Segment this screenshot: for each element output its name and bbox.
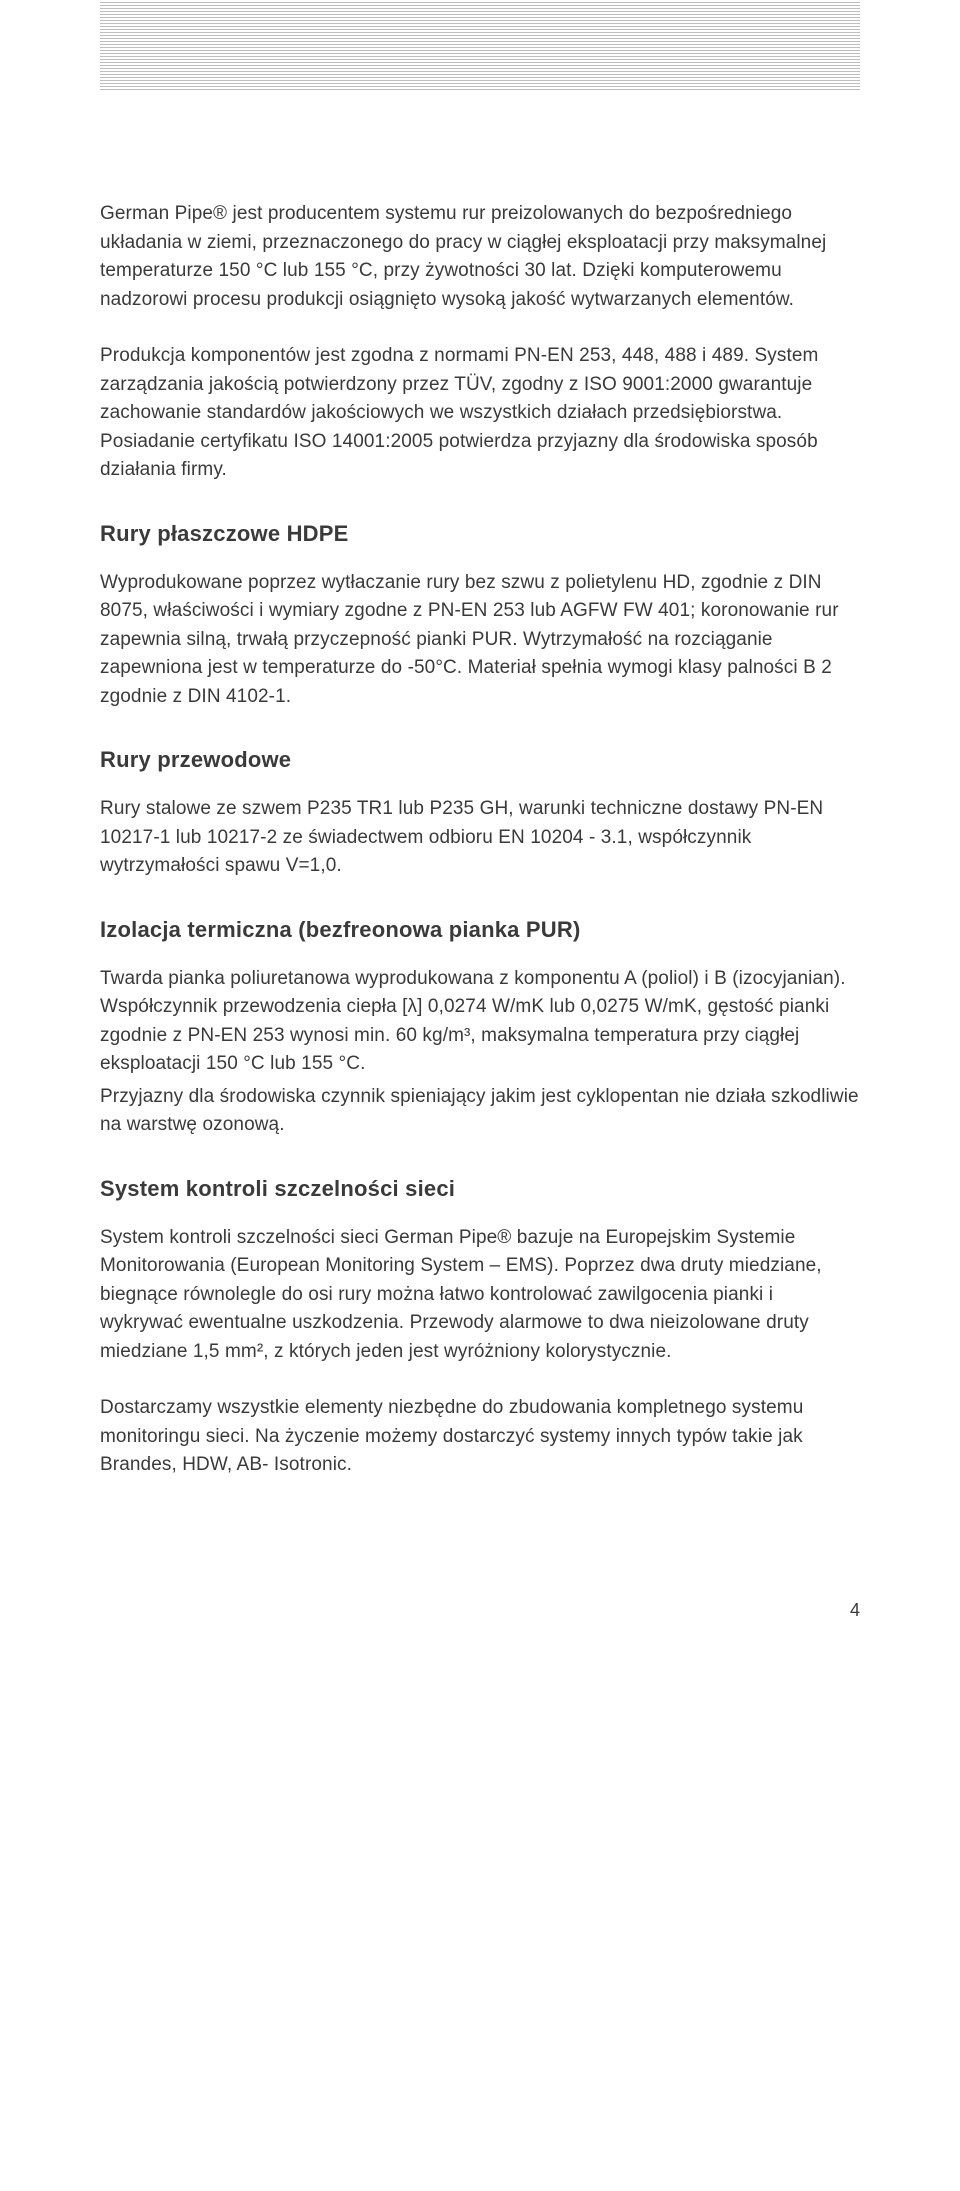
section-body-przewodowe: Rury stalowe ze szwem P235 TR1 lub P235 … <box>100 795 860 881</box>
page-number: 4 <box>100 1600 860 1621</box>
section-body-kontrola-p1: System kontroli szczelności sieci German… <box>100 1224 860 1367</box>
section-body-hdpe: Wyprodukowane poprzez wytłaczanie rury b… <box>100 569 860 712</box>
section-heading-hdpe: Rury płaszczowe HDPE <box>100 521 860 547</box>
intro-paragraph-2: Produkcja komponentów jest zgodna z norm… <box>100 342 860 485</box>
section-heading-przewodowe: Rury przewodowe <box>100 747 860 773</box>
section-body-kontrola-p2: Dostarczamy wszystkie elementy niezbędne… <box>100 1394 860 1480</box>
section-body-izolacja-p2: Przyjazny dla środowiska czynnik spienia… <box>100 1083 860 1140</box>
section-heading-izolacja: Izolacja termiczna (bezfreonowa pianka P… <box>100 917 860 943</box>
intro-paragraph-1: German Pipe® jest producentem systemu ru… <box>100 200 860 314</box>
section-heading-kontrola: System kontroli szczelności sieci <box>100 1176 860 1202</box>
section-body-izolacja-p1: Twarda pianka poliuretanowa wyprodukowan… <box>100 965 860 1079</box>
header-hatch-pattern <box>100 0 860 90</box>
